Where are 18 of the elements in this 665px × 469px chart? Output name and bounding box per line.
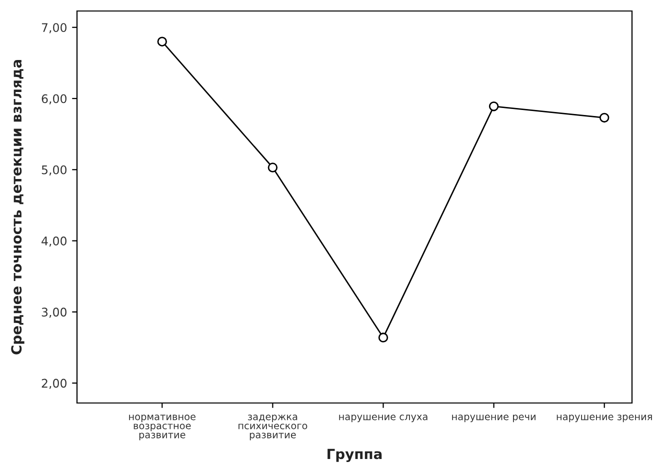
point <box>268 162 278 172</box>
y-tick-label: 2,00 <box>42 378 66 389</box>
y-tick-label: 6,00 <box>42 94 66 104</box>
y-tick-label: 7,00 <box>42 23 66 34</box>
x-tick-label: нормативное возрастное развитие <box>129 414 196 440</box>
x-tick-label: нарушение слуха <box>339 414 428 422</box>
x-tick-label: задержка психического развитие <box>238 414 308 440</box>
y-tick-label: 4,00 <box>42 236 66 247</box>
point <box>378 332 388 342</box>
x-tick-label: нарушение зрения <box>556 414 652 422</box>
point <box>488 101 499 112</box>
y-axis-title: Среднее точность детекции взгляда <box>11 60 24 354</box>
y-tick-label: 3,00 <box>42 308 66 318</box>
x-axis-title: Группа <box>328 448 382 462</box>
point <box>600 112 610 123</box>
x-tick-label: нарушение речи <box>452 414 536 422</box>
y-tick-label: 5,00 <box>42 165 66 176</box>
point <box>157 36 167 46</box>
